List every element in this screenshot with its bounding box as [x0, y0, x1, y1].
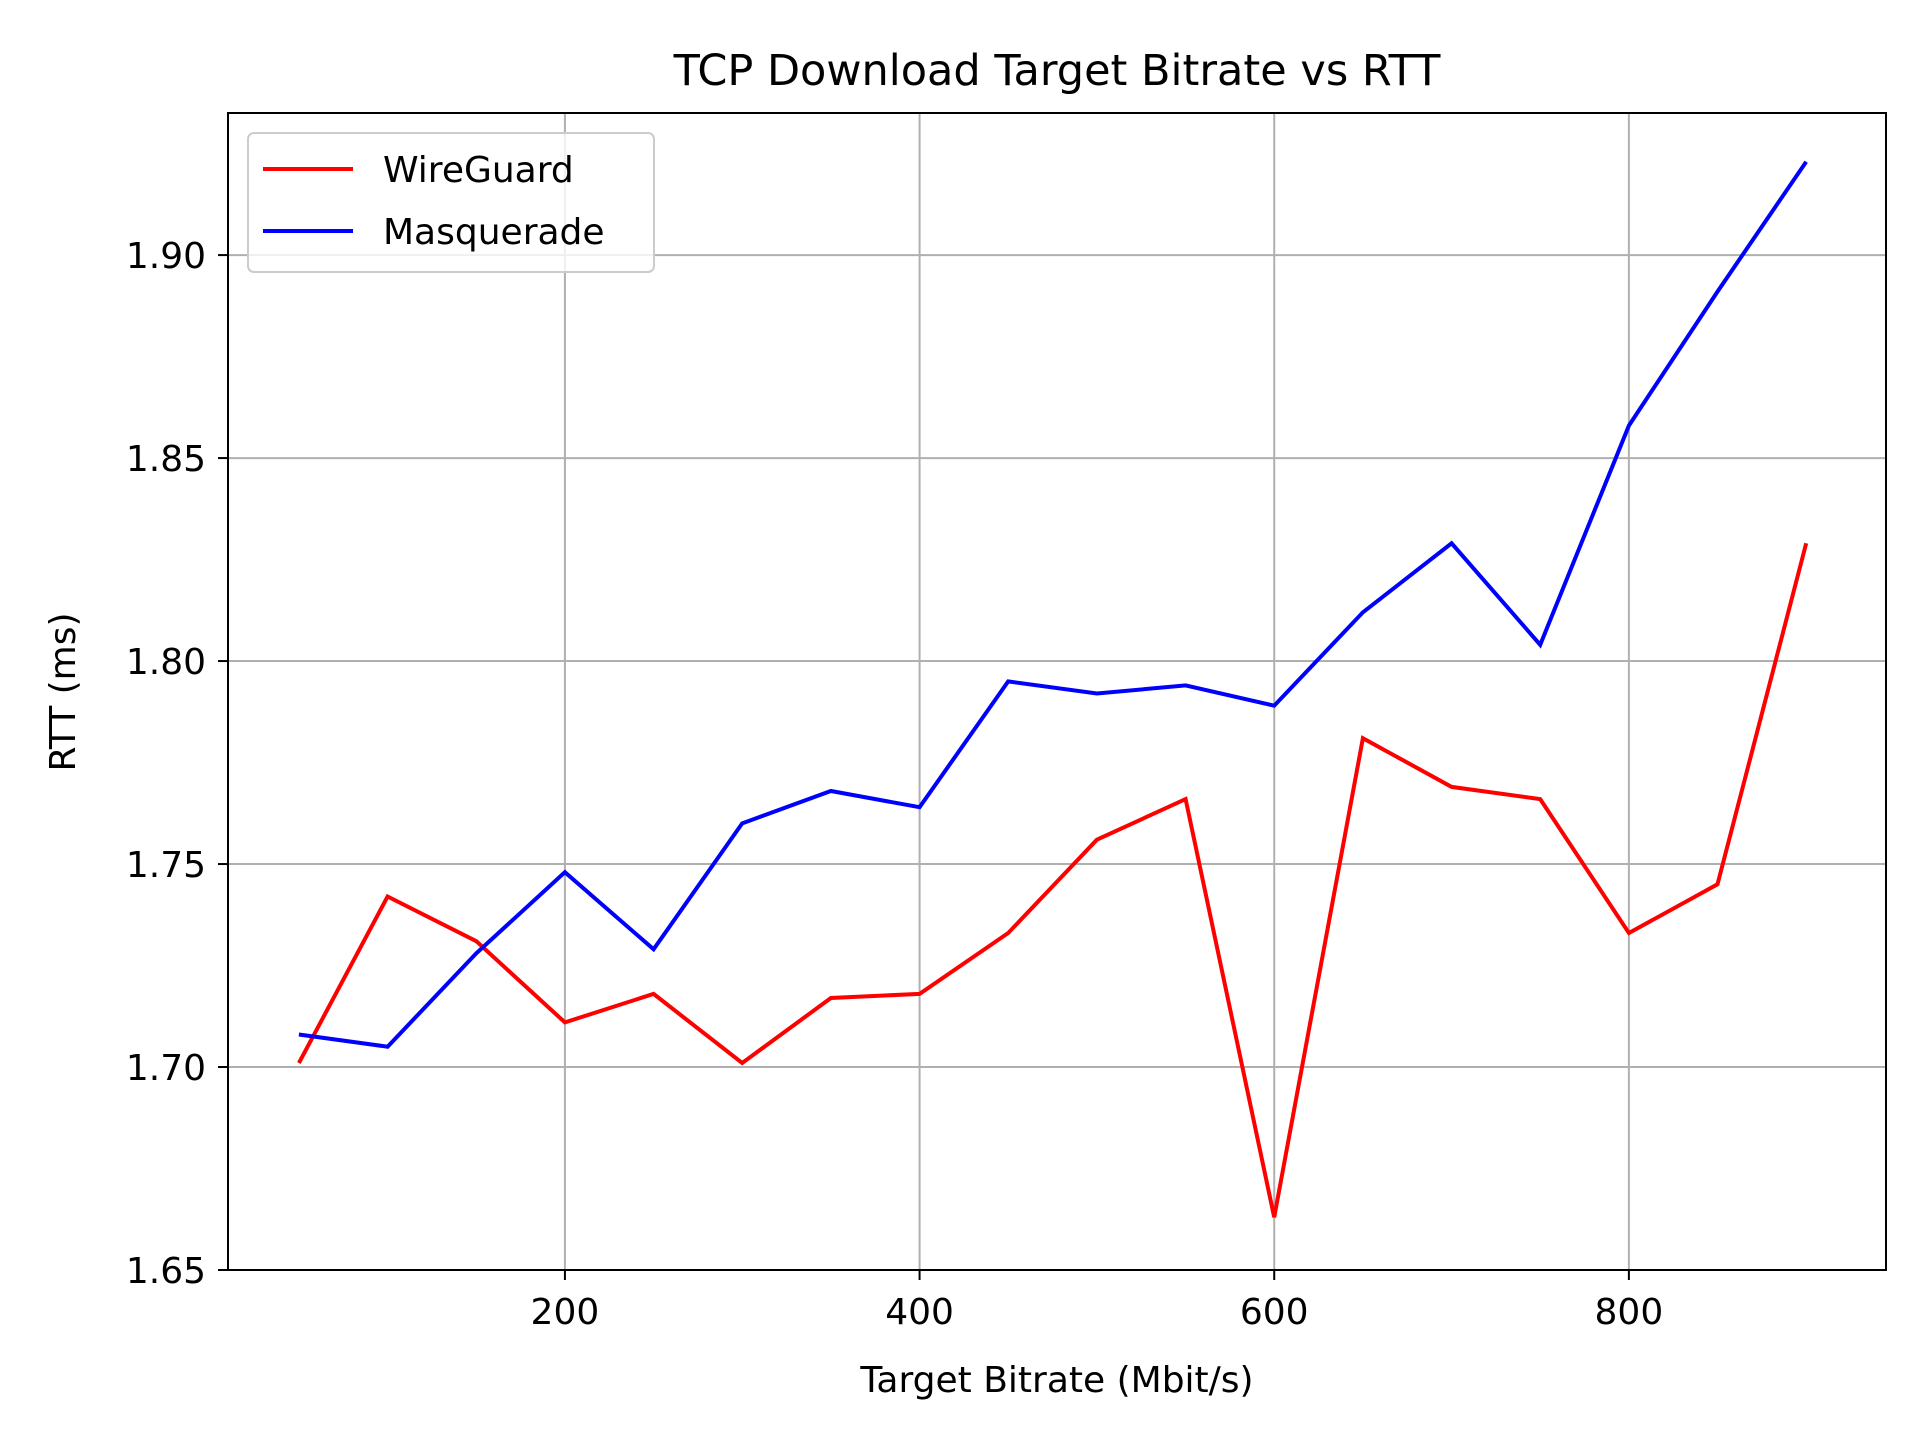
chart-title: TCP Download Target Bitrate vs RTT: [673, 46, 1442, 96]
grid: [228, 113, 1886, 1271]
series-layer: [297, 160, 1809, 1218]
y-tick-label: 1.80: [126, 642, 206, 683]
x-tick-label: 400: [885, 1292, 954, 1333]
y-tick-label: 1.70: [126, 1048, 206, 1089]
x-tick-label: 200: [531, 1292, 600, 1333]
ticks: 200 400 600 800 1.65 1.70 1.75 1.80 1.85 1.90: [126, 236, 1663, 1333]
y-tick-label: 1.65: [126, 1251, 206, 1292]
legend-label-wireguard: WireGuard: [383, 150, 574, 191]
y-tick-label: 1.85: [126, 439, 206, 480]
plot-frame: [227, 112, 1887, 1271]
series-line-masquerade: [298, 160, 1808, 1049]
series-line-wireguard: [297, 542, 1809, 1218]
x-tick-label: 800: [1595, 1292, 1664, 1333]
x-axis-title: Target Bitrate (Mbit/s): [859, 1360, 1253, 1401]
y-axis-title: RTT (ms): [43, 612, 84, 771]
x-tick-label: 600: [1240, 1292, 1309, 1333]
legend-label-masquerade: Masquerade: [383, 212, 605, 253]
y-tick-label: 1.75: [126, 845, 206, 886]
y-tick-label: 1.90: [126, 236, 206, 277]
legend: WireGuard Masquerade: [247, 132, 655, 273]
